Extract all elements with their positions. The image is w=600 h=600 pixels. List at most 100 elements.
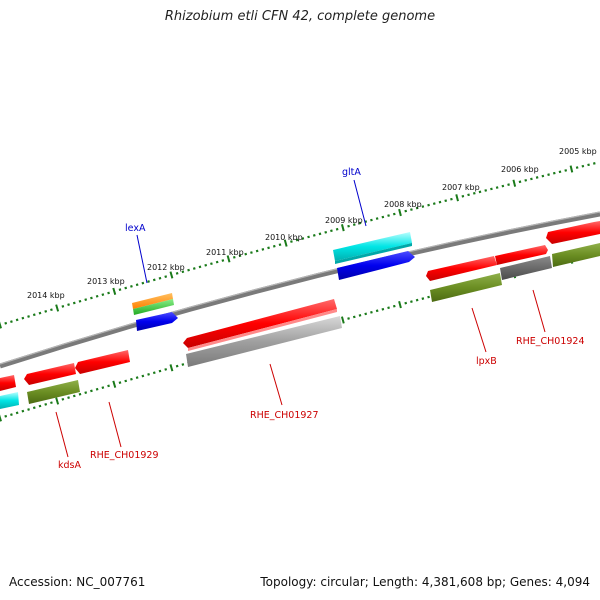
upper-minor-tick: [295, 238, 299, 242]
upper-minor-tick: [10, 320, 13, 323]
gene-lexA-orange[interactable]: [132, 293, 173, 309]
scale-label-2012: 2012 kbp: [147, 263, 185, 272]
gene-olive-right[interactable]: [552, 243, 600, 267]
lower-minor-tick: [415, 298, 419, 302]
upper-minor-tick: [250, 251, 253, 254]
upper-major-tick: [226, 255, 231, 263]
upper-minor-tick: [21, 316, 25, 320]
lower-major-tick: [340, 316, 345, 324]
gene-lexA-blue[interactable]: [136, 312, 178, 331]
gene-label-gltA: gltA: [342, 167, 361, 178]
reverse-genes: [0, 221, 600, 409]
leader-gltA: [353, 179, 367, 227]
upper-minor-tick: [438, 200, 442, 204]
gene-lexA-green[interactable]: [133, 299, 174, 315]
forward-genes: [132, 232, 415, 331]
upper-minor-tick: [124, 286, 128, 290]
upper-minor-tick: [84, 298, 88, 301]
scale-label-2009: 2009 kbp: [325, 216, 363, 225]
upper-minor-tick: [135, 283, 139, 287]
gene-cyan-far-left[interactable]: [0, 392, 19, 409]
upper-minor-tick: [267, 246, 270, 250]
map-title: Rhizobium etli CFN 42, complete genome: [164, 9, 436, 24]
upper-minor-tick: [535, 176, 539, 179]
gene-gltA-cyan-shadow: [335, 243, 412, 264]
upper-minor-tick: [484, 189, 488, 192]
gene-gray-RHE_CH01927[interactable]: [186, 316, 342, 367]
gene-darkgray-2006[interactable]: [500, 256, 552, 280]
upper-minor-tick: [238, 254, 242, 258]
upper-minor-tick: [27, 315, 30, 318]
upper-minor-tick: [181, 270, 185, 274]
gene-label-RHE_CH01927: RHE_CH01927: [250, 410, 319, 421]
scale-label-2013: 2013 kbp: [87, 277, 125, 286]
gene-blue-2009[interactable]: [337, 251, 415, 280]
upper-minor-tick: [335, 227, 339, 231]
upper-minor-tick: [581, 164, 585, 168]
accession-label: Accession: NC_007761: [9, 575, 146, 589]
upper-minor-tick: [432, 202, 436, 205]
gene-olive-kdsA[interactable]: [27, 380, 80, 404]
lower-minor-tick: [181, 363, 185, 366]
gene-red-2006[interactable]: [495, 245, 548, 265]
upper-minor-tick: [278, 243, 282, 247]
gene-red-far-left[interactable]: [0, 375, 16, 391]
upper-minor-tick: [215, 260, 219, 264]
lower-minor-tick: [152, 371, 156, 375]
upper-minor-tick: [261, 248, 265, 251]
leader-kdsA: [55, 411, 69, 458]
lower-minor-tick: [427, 295, 430, 299]
upper-minor-tick: [38, 311, 42, 315]
upper-minor-tick: [130, 285, 133, 288]
upper-major-tick: [112, 287, 117, 295]
lower-minor-tick: [404, 301, 408, 305]
gene-label-kdsA: kdsA: [58, 460, 81, 471]
lower-minor-tick: [38, 404, 42, 408]
scale-label-2010: 2010 kbp: [265, 233, 303, 242]
lower-minor-tick: [130, 377, 133, 381]
scale-label-2008: 2008 kbp: [384, 200, 422, 209]
genome-stats-label: Topology: circular; Length: 4,381,608 bp…: [260, 575, 590, 589]
lower-minor-tick: [352, 315, 356, 319]
gene-red-RHE_CH01927[interactable]: [183, 299, 337, 348]
lower-major-tick: [0, 414, 2, 422]
gene-red-RHE_CH01929[interactable]: [75, 350, 130, 374]
gene-label-RHE_CH01924: RHE_CH01924: [516, 336, 585, 347]
upper-minor-tick: [90, 296, 93, 300]
upper-minor-tick: [410, 208, 413, 211]
gene-red-2005[interactable]: [546, 221, 600, 244]
upper-minor-tick: [101, 293, 105, 297]
upper-minor-tick: [232, 255, 236, 259]
upper-minor-tick: [4, 321, 8, 325]
upper-minor-tick: [221, 259, 225, 262]
gene-gltA-cyan[interactable]: [333, 232, 412, 261]
upper-minor-tick: [404, 209, 408, 213]
lower-minor-tick: [410, 300, 413, 303]
scale-label-2006: 2006 kbp: [501, 165, 539, 174]
gene-red-lpxB[interactable]: [426, 256, 497, 281]
lower-major-tick: [398, 301, 402, 309]
scale-labels: 2005 kbp 2006 kbp 2007 kbp 2008 kbp 2009…: [27, 147, 597, 300]
upper-minor-tick: [444, 199, 448, 203]
upper-minor-tick: [347, 224, 350, 228]
upper-minor-tick: [307, 235, 310, 239]
upper-minor-tick: [301, 237, 305, 240]
upper-minor-tick: [490, 187, 493, 191]
lower-minor-tick: [421, 297, 425, 300]
upper-minor-tick: [587, 163, 590, 167]
leader-RHE_CH01927: [269, 363, 283, 406]
scale-label-2014: 2014 kbp: [27, 291, 65, 300]
upper-minor-tick: [507, 183, 510, 186]
upper-minor-tick: [564, 169, 568, 172]
lower-minor-tick: [10, 413, 13, 416]
gene-label-RHE_CH01929: RHE_CH01929: [90, 450, 159, 461]
lower-minor-tick: [50, 401, 53, 405]
gene-red-kdsA[interactable]: [24, 363, 76, 385]
gene-olive-lpxB[interactable]: [430, 273, 502, 302]
label-leader-lines: [55, 179, 546, 458]
upper-minor-tick: [461, 194, 465, 198]
upper-minor-tick: [467, 193, 470, 197]
upper-minor-tick: [95, 294, 99, 298]
lower-minor-tick: [27, 408, 30, 411]
lower-minor-tick: [67, 396, 70, 399]
